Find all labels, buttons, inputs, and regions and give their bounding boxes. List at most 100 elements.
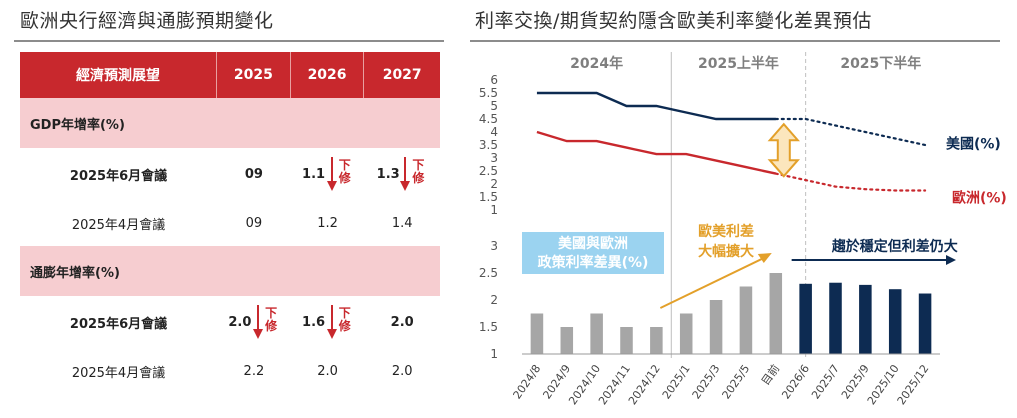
spread-tick-label: 2 [490,293,498,307]
rate-tick-label: 5 [490,99,498,113]
rate-tick-label: 2.5 [479,164,498,178]
value-cell: 2.2 [217,364,291,379]
value-text: 1.3 [376,166,400,182]
down-arrow-icon [400,156,411,191]
revised-down-label: 下修 [338,305,351,333]
value-text: 09 [245,215,263,231]
spread-bar [679,313,693,354]
row-label: 2025年6月會議 [69,316,168,332]
spread-bar [590,313,603,354]
value-cell: 1.6 下修 [291,304,365,339]
spread-bar [620,327,633,354]
value-text: 2.2 [243,363,265,379]
series-line-eu [536,130,777,175]
spread-bar [888,289,902,354]
value-text: 2.0 [391,363,413,379]
revised-down-label: 下修 [338,157,351,185]
spread-bar [739,286,753,354]
table-row: 2025年6月會議 2.0 下修 1.6 下修 2.0 [20,296,440,348]
rate-tick-label: 1.5 [479,190,498,204]
value-text: 1.1 [302,166,326,182]
forecast-table: 經濟預測展望 2025 2026 2027 GDP年增率(%) 2025年6月會議… [20,52,440,394]
left-panel-title: 歐洲央行經濟與通膨預期變化 [20,10,274,32]
spread-widen-label: 歐美利差 [698,223,754,240]
value-text: 2.0 [390,314,414,330]
revised-down-label: 下修 [265,305,278,333]
value-cell: 09 [217,167,291,182]
rate-chart-svg: 2024年 2025上半年 2025下半年65.554.543.532.521.51… [479,52,1007,407]
rate-tick-label: 2 [490,177,498,191]
rate-tick-label: 1 [490,203,498,217]
period-label: 2024年 [570,55,623,72]
value-cell: 2.0 [364,315,440,330]
value-cell: 1.2 [291,216,365,231]
period-label: 2025上半年 [698,55,779,72]
spread-tick-label: 1 [490,347,498,361]
period-label: 2025下半年 [840,55,921,72]
category-label: 2025/7 [809,362,842,401]
spread-tick-label: 2.5 [479,266,498,280]
rate-tick-label: 3.5 [479,138,498,152]
double-arrow-icon [767,122,800,178]
row-label: 2025年4月會議 [71,365,166,381]
series-label: 美國(%) [946,136,1001,153]
series-label: 歐洲(%) [952,189,1007,206]
table-row: 2025年6月會議 09 1.1 下修 1.3 下修 [20,148,440,200]
value-text: 1.6 [302,314,326,330]
value-cell: 1.3 下修 [364,156,440,191]
spread-bar [560,327,574,354]
spread-bar [709,300,723,354]
value-text: 2.0 [228,314,252,330]
value-cell: 2.0 下修 [217,304,291,339]
policy-spread-label: 政策利率差異(%) [538,254,649,271]
category-label: 2025/1 [660,362,693,401]
value-cell: 2.0 [364,364,440,379]
spread-bar [650,327,663,354]
stable-label: 趨於穩定但利差仍大 [831,238,958,255]
spread-tick-label: 3 [490,239,498,253]
right-title-rule [470,40,1000,42]
value-cell: 09 [217,216,291,231]
rate-tick-label: 5.5 [479,86,498,100]
series-line-us [536,91,776,121]
policy-spread-box [522,232,664,274]
series-projection-eu [774,172,927,192]
spread-bar [530,313,544,354]
value-text: 2.0 [317,363,338,379]
rate-tick-label: 4 [490,125,498,139]
value-cell: 1.1 下修 [291,156,365,191]
right-panel-title: 利率交換/期貨契約隱含歐美利率變化差異預估 [475,10,872,32]
spread-widen-label: 大幅擴大 [698,243,754,260]
stable-arrow-head-icon [946,255,956,265]
header-cell: 2025 [217,52,291,98]
trend-arrow-head-icon [757,253,772,263]
header-cell: 2027 [382,67,422,83]
row-label: 2025年4月會議 [71,217,166,233]
category-label: 目前 [758,362,782,388]
header-cell: 2026 [291,52,365,98]
value-text: 1.4 [391,215,413,231]
left-title-rule [14,40,444,42]
category-label: 2025/3 [690,362,723,401]
value-text: 1.2 [317,215,338,231]
down-arrow-icon [253,304,264,339]
series-projection-us [774,117,927,147]
spread-bar [799,283,812,354]
down-arrow-icon [326,156,337,191]
table-row: 2025年4月會議 2.2 2.0 2.0 [20,348,440,394]
rate-chart: 2024年 2025上半年 2025下半年 6 5.5 5 4.5 4 3.5 3 2.5 2 1.5 1… [474,46,1014,418]
table-row: 2025年4月會議 09 1.2 1.4 [20,200,440,246]
policy-spread-label: 美國與歐洲 [558,235,628,252]
spread-bar [918,293,932,354]
rate-tick-label: 6 [490,73,498,87]
header-cell: 經濟預測展望 [20,52,218,98]
category-label: 2025/5 [720,362,753,401]
spread-bar [829,282,842,354]
row-label: 2025年6月會議 [69,168,168,184]
value-cell: 2.0 [291,364,365,379]
value-cell: 1.4 [364,216,440,231]
spread-bar [769,273,783,354]
table-section-label: 通膨年增率(%) [20,246,440,296]
trend-arrow-line [659,257,765,309]
spread-tick-label: 1.5 [479,320,498,334]
